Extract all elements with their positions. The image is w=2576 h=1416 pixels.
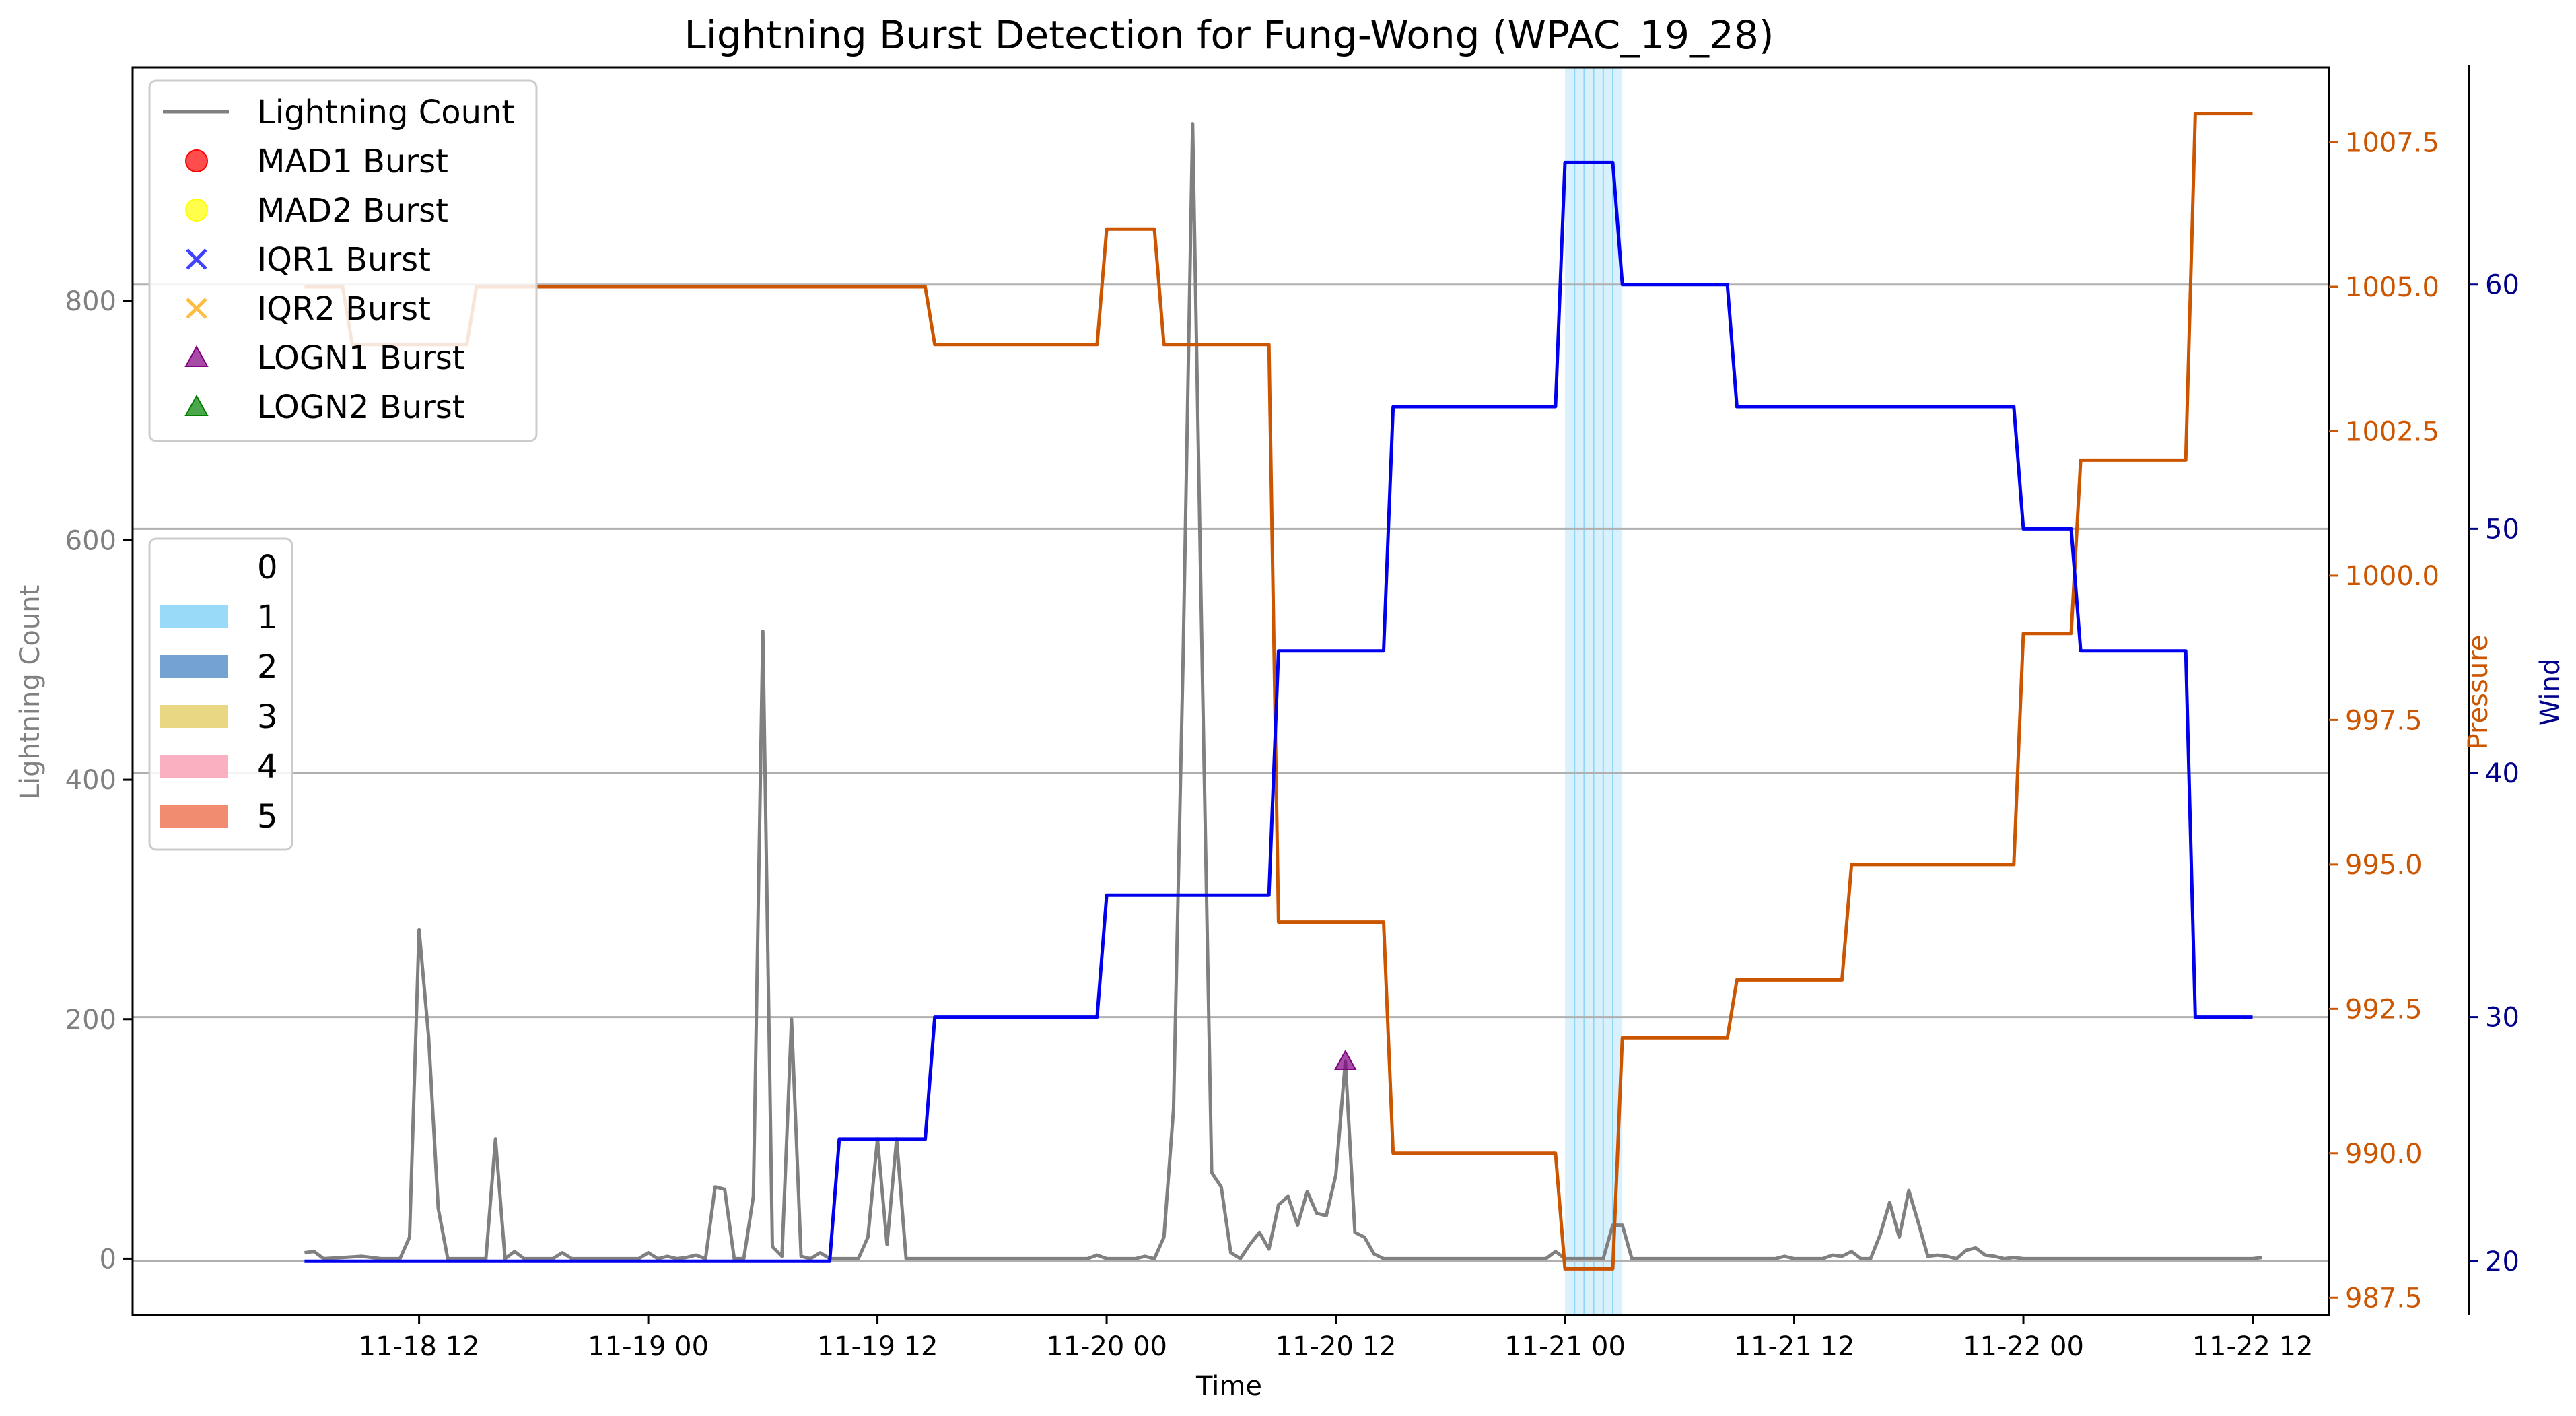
legend-swatch bbox=[185, 199, 208, 222]
legend-swatch bbox=[185, 149, 208, 172]
legend-category-label: 5 bbox=[257, 798, 278, 836]
y-tick-label-pressure: 1007.5 bbox=[2345, 128, 2439, 159]
legend-swatch bbox=[184, 394, 209, 416]
legend-category-label: 1 bbox=[257, 599, 278, 636]
y-tick-label-wind: 50 bbox=[2485, 514, 2519, 545]
legend-label: LOGN1 Burst bbox=[257, 339, 465, 377]
x-axis-label: Time bbox=[1195, 1371, 1262, 1402]
series-line-pressure bbox=[304, 112, 2253, 1271]
x-tick-label: 11-22 00 bbox=[1963, 1331, 2084, 1362]
y-tick-label-pressure: 995.0 bbox=[2345, 850, 2423, 881]
y-tick-label-pressure: 992.5 bbox=[2345, 994, 2423, 1025]
legend-swatch bbox=[186, 298, 207, 319]
legend-label: LOGN2 Burst bbox=[257, 389, 465, 426]
legend-swatch bbox=[184, 345, 209, 367]
y-tick-label-pressure: 990.0 bbox=[2345, 1139, 2423, 1170]
legend-swatch bbox=[186, 248, 207, 270]
y-tick-label-wind: 30 bbox=[2485, 1003, 2519, 1034]
legend-category-label: 2 bbox=[257, 648, 278, 686]
legend-category-swatch bbox=[160, 555, 228, 578]
x-tick-label: 11-20 12 bbox=[1276, 1331, 1397, 1362]
legend-category-label: 4 bbox=[257, 748, 278, 786]
legend-bursts bbox=[148, 79, 538, 442]
plot-frame bbox=[131, 66, 2330, 1316]
y-tick-label-pressure: 987.5 bbox=[2345, 1283, 2423, 1314]
legend-label: MAD1 Burst bbox=[257, 143, 448, 180]
x-tick-label: 11-22 12 bbox=[2192, 1331, 2313, 1362]
y-axis-label-lightning-count: Lightning Count bbox=[15, 585, 46, 800]
y-axis-label-pressure: Pressure bbox=[2463, 635, 2494, 750]
y-tick-label-count: 800 bbox=[65, 286, 116, 317]
legend-category-swatch bbox=[160, 755, 228, 778]
legend-category-label: 3 bbox=[257, 698, 278, 736]
x-tick-label: 11-20 00 bbox=[1046, 1331, 1167, 1362]
x-tick-label: 11-21 12 bbox=[1734, 1331, 1855, 1362]
legend-label: IQR2 Burst bbox=[257, 290, 431, 328]
legend-label: Lightning Count bbox=[257, 94, 514, 131]
legend-category-label: 0 bbox=[257, 549, 278, 586]
y-tick-label-wind: 60 bbox=[2485, 270, 2519, 301]
legend-category-swatch bbox=[160, 605, 228, 628]
legend-category-swatch bbox=[160, 655, 228, 678]
y-tick-label-count: 200 bbox=[65, 1005, 116, 1036]
legend-category-swatch bbox=[160, 705, 228, 728]
legend-category-swatch bbox=[160, 805, 228, 828]
series-line-count bbox=[304, 122, 2263, 1260]
y-tick-label-count: 600 bbox=[65, 525, 116, 556]
y-tick-label-pressure: 1000.0 bbox=[2345, 561, 2439, 592]
x-tick-label: 11-21 00 bbox=[1504, 1331, 1626, 1362]
x-tick-label: 11-19 00 bbox=[588, 1331, 709, 1362]
y-tick-label-pressure: 1002.5 bbox=[2345, 416, 2439, 447]
legend-label: IQR1 Burst bbox=[257, 241, 431, 279]
y-tick-label-wind: 40 bbox=[2485, 758, 2519, 789]
legend-label: MAD2 Burst bbox=[257, 192, 448, 230]
x-tick-label: 11-19 12 bbox=[817, 1331, 938, 1362]
series-line-wind bbox=[304, 160, 2253, 1263]
y-axis-label-wind: Wind bbox=[2535, 659, 2566, 727]
y-tick-label-pressure: 997.5 bbox=[2345, 705, 2423, 736]
y-tick-label-count: 400 bbox=[65, 765, 116, 796]
x-tick-label: 11-18 12 bbox=[359, 1331, 480, 1362]
y-tick-label-count: 0 bbox=[100, 1244, 116, 1275]
chart-title: Lightning Burst Detection for Fung-Wong … bbox=[685, 12, 1774, 58]
y-tick-label-wind: 20 bbox=[2485, 1246, 2519, 1277]
y-tick-label-pressure: 1005.0 bbox=[2345, 272, 2439, 303]
logn1-burst-marker bbox=[1334, 1049, 1357, 1070]
